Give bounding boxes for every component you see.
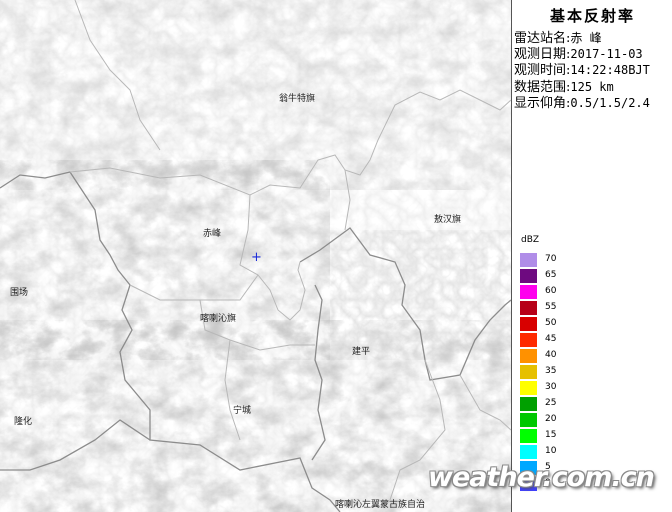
label-wengniute: 翁牛特旗 <box>279 94 316 104</box>
label-harqin-left: 喀喇沁左翼蒙古族自治 <box>335 500 426 510</box>
legend-value: 0 <box>545 478 551 488</box>
date-value: 2017-11-03 <box>570 47 643 61</box>
legend-item: 70 <box>520 252 560 268</box>
label-aohan: 敖汉旗 <box>434 215 462 225</box>
label-chifeng: 赤峰 <box>203 229 222 239</box>
legend-swatch <box>520 269 537 283</box>
legend-swatch <box>520 317 537 331</box>
row-station: 雷达站名:赤 峰 <box>514 30 602 47</box>
legend-swatch <box>520 429 537 443</box>
row-time: 观测时间:14:22:48BJT <box>514 62 650 79</box>
time-label: 观测时间: <box>514 63 571 78</box>
legend-value: 10 <box>545 446 557 456</box>
legend-item: 25 <box>520 396 560 412</box>
legend-value: 45 <box>545 334 557 344</box>
info-panel: 基本反射率 雷达站名:赤 峰 观测日期:2017-11-03 观测时间:14:2… <box>511 0 672 512</box>
station-label: 雷达站名: <box>514 31 571 46</box>
legend-swatch <box>520 285 537 299</box>
legend-value: 55 <box>545 302 557 312</box>
legend-value: 20 <box>545 414 557 424</box>
legend-item: 15 <box>520 428 560 444</box>
legend-item: 60 <box>520 284 560 300</box>
legend-value: 30 <box>545 382 557 392</box>
legend-item: 40 <box>520 348 560 364</box>
legend-swatch <box>520 333 537 347</box>
product-title: 基本反射率 <box>549 7 635 25</box>
date-label: 观测日期: <box>514 47 571 62</box>
label-jianping: 建平 <box>352 347 371 357</box>
legend-swatch <box>520 445 537 459</box>
legend-item: 50 <box>520 316 560 332</box>
legend-value: 50 <box>545 318 557 328</box>
legend-swatch <box>520 461 537 475</box>
label-ningcheng: 宁城 <box>233 406 252 416</box>
legend-swatch <box>520 381 537 395</box>
legend-value: 40 <box>545 350 557 360</box>
legend-swatch <box>520 301 537 315</box>
station-value: 赤 峰 <box>570 31 602 45</box>
legend-value: 65 <box>545 270 557 280</box>
legend-swatch <box>520 253 537 267</box>
watermark-logo: weather.com.cn <box>428 462 655 493</box>
label-weichang: 围场 <box>10 288 29 298</box>
legend-swatch <box>520 413 537 427</box>
boundary-lines <box>0 171 512 512</box>
legend-value: 70 <box>545 254 557 264</box>
row-date: 观测日期:2017-11-03 <box>514 46 643 63</box>
legend-item: 30 <box>520 380 560 396</box>
legend-value: 25 <box>545 398 557 408</box>
range-value: 125 km <box>570 80 614 94</box>
elevation-value: 0.5/1.5/2.4 <box>570 96 650 110</box>
legend-value: 60 <box>545 286 557 296</box>
radar-site-marker: + <box>251 250 262 265</box>
label-harqin: 喀喇沁旗 <box>200 314 237 324</box>
legend-value: 35 <box>545 366 557 376</box>
row-range: 数据范围:125 km <box>514 79 614 96</box>
legend-swatch <box>520 397 537 411</box>
label-longhua: 隆化 <box>14 417 33 427</box>
legend-swatch <box>520 477 537 491</box>
range-label: 数据范围: <box>514 80 571 95</box>
row-elevation: 显示仰角:0.5/1.5/2.4 <box>514 95 650 112</box>
legend-value: 15 <box>545 430 557 440</box>
time-value: 14:22:48BJT <box>570 63 650 77</box>
legend-item: 35 <box>520 364 560 380</box>
legend-item: 10 <box>520 444 560 460</box>
legend-swatch <box>520 349 537 363</box>
legend-item: 0 <box>520 476 560 492</box>
elevation-label: 显示仰角: <box>514 96 571 111</box>
legend-unit: dBZ <box>521 235 540 245</box>
legend-item: 65 <box>520 268 560 284</box>
county-lines <box>69 0 512 501</box>
legend-swatch <box>520 365 537 379</box>
legend-item: 5 <box>520 460 560 476</box>
radar-map: 翁牛特旗 敖汉旗 赤峰 围场 喀喇沁旗 建平 宁城 隆化 喀喇沁左翼蒙古族自治 … <box>0 0 512 512</box>
legend-item: 20 <box>520 412 560 428</box>
legend-value: 5 <box>545 462 551 472</box>
legend-item: 55 <box>520 300 560 316</box>
terrain-map-svg <box>0 0 512 512</box>
legend-item: 45 <box>520 332 560 348</box>
